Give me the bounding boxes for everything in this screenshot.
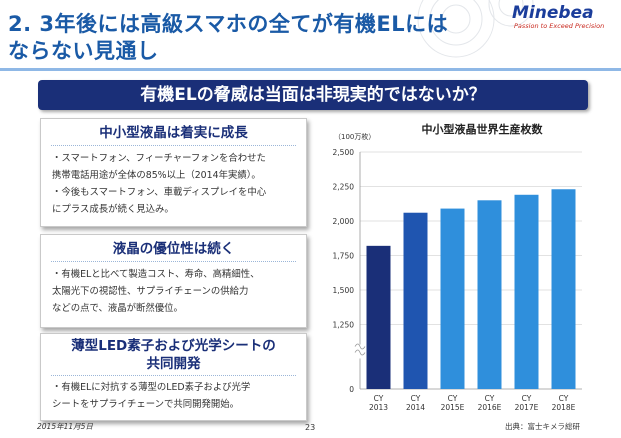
bar-2015E xyxy=(440,208,465,389)
bearing-decoration xyxy=(417,0,534,58)
card-lcd-advantage: 液晶の優位性は続く ・有機ELと比べて製造コスト、寿命、高精細性、 太陽光下の視… xyxy=(40,234,307,328)
logo-name: Minebea xyxy=(512,3,594,23)
card-divider xyxy=(51,261,296,262)
card-text-line: ・スマートフォン、フィーチャーフォンを合わせた xyxy=(52,153,266,164)
page-title-line2: ならない見通し xyxy=(8,39,159,63)
x-tick-label: CY xyxy=(559,394,569,403)
x-tick-label: 2016E xyxy=(478,403,502,412)
chart-source: 出典：富士キメラ総研 xyxy=(505,422,580,431)
card-body: ・有機ELと比べて製造コスト、寿命、高精細性、 太陽光下の視認性、サプライチェー… xyxy=(41,262,306,317)
x-tick-label: 2015E xyxy=(441,403,465,412)
x-tick-label: CY xyxy=(522,394,532,403)
chart-title: 中小型液晶世界生産枚数 xyxy=(422,122,544,136)
bar-2016E xyxy=(477,200,502,389)
bar-chart: 中小型液晶世界生産枚数 （100万枚） 2,500 2,250 2,000 1,750… xyxy=(333,122,582,412)
page-title-line1: 2. 3年後には高級スマホの全てが有機ELには xyxy=(8,12,449,36)
bar-2018E xyxy=(551,189,576,389)
card-text-line: ・有機ELに対抗する薄型のLED素子および光学 xyxy=(52,382,251,393)
card-heading: 液晶の優位性は続く xyxy=(112,241,235,257)
y-tick-label: 2,500 xyxy=(333,148,355,157)
bar-2017E xyxy=(514,194,539,389)
card-text-line: シートをサプライチェーンで共同開発開始。 xyxy=(52,399,240,410)
y-tick-label: 1,750 xyxy=(333,252,355,261)
card-heading: 中小型液晶は着実に成長 xyxy=(99,125,248,141)
x-tick-label: 2014 xyxy=(406,403,425,412)
footer-date: 2015年11月5日 xyxy=(37,422,93,431)
card-body: ・スマートフォン、フィーチャーフォンを合わせた 携帯電話用途が全体の85%以上（… xyxy=(41,146,306,218)
x-tick-label: CY xyxy=(374,394,384,403)
card-body: ・有機ELに対抗する薄型のLED素子および光学 シートをサプライチェーンで共同開… xyxy=(41,376,306,413)
card-text-line: 太陽光下の視認性、サプライチェーンの供給力 xyxy=(52,286,249,297)
x-tick-label: 2017E xyxy=(515,403,539,412)
company-logo: Minebea Passion to Exceed Precision xyxy=(512,4,614,30)
headline-banner: 有機ELの脅威は当面は非現実的ではないか？ xyxy=(38,80,588,110)
card-text-line: 携帯電話用途が全体の85%以上（2014年実績）。 xyxy=(52,170,261,181)
y-tick-label: 1,250 xyxy=(333,321,355,330)
card-lcd-growth: 中小型液晶は着実に成長 ・スマートフォン、フィーチャーフォンを合わせた 携帯電話… xyxy=(40,118,307,227)
logo-tagline: Passion to Exceed Precision xyxy=(514,22,605,30)
chart-unit-label: （100万枚） xyxy=(334,132,375,141)
x-tick-label: CY xyxy=(448,394,458,403)
bar-2014 xyxy=(403,212,428,389)
x-tick-label: CY xyxy=(411,394,421,403)
x-tick-label: 2018E xyxy=(552,403,576,412)
card-text-line: などの点で、液晶が断然優位。 xyxy=(52,303,183,314)
title-separator xyxy=(0,68,621,71)
bar-2013 xyxy=(366,245,391,389)
card-heading-line2: 共同開発 xyxy=(146,356,201,372)
y-tick-label: 2,000 xyxy=(333,217,355,226)
axis-break-mark xyxy=(354,343,366,356)
card-text-line: にプラス成長が続く見込み。 xyxy=(52,204,174,215)
y-tick-label: 0 xyxy=(349,385,354,394)
page-number: 23 xyxy=(305,423,316,432)
x-tick-label: 2013 xyxy=(369,403,388,412)
x-tick-label: CY xyxy=(485,394,495,403)
card-divider xyxy=(51,375,296,376)
card-divider xyxy=(51,145,296,146)
card-joint-development: 薄型LED素子および光学シートの 共同開発 ・有機ELに対抗する薄型のLED素子… xyxy=(40,333,307,421)
card-heading-line1: 薄型LED素子および光学シートの xyxy=(71,338,276,354)
card-text-line: ・有機ELと比べて製造コスト、寿命、高精細性、 xyxy=(52,269,260,280)
card-text-line: ・今後もスマートフォン、車載ディスプレイを中心 xyxy=(52,187,267,198)
y-tick-label: 1,500 xyxy=(333,286,355,295)
y-tick-label: 2,250 xyxy=(333,183,355,192)
